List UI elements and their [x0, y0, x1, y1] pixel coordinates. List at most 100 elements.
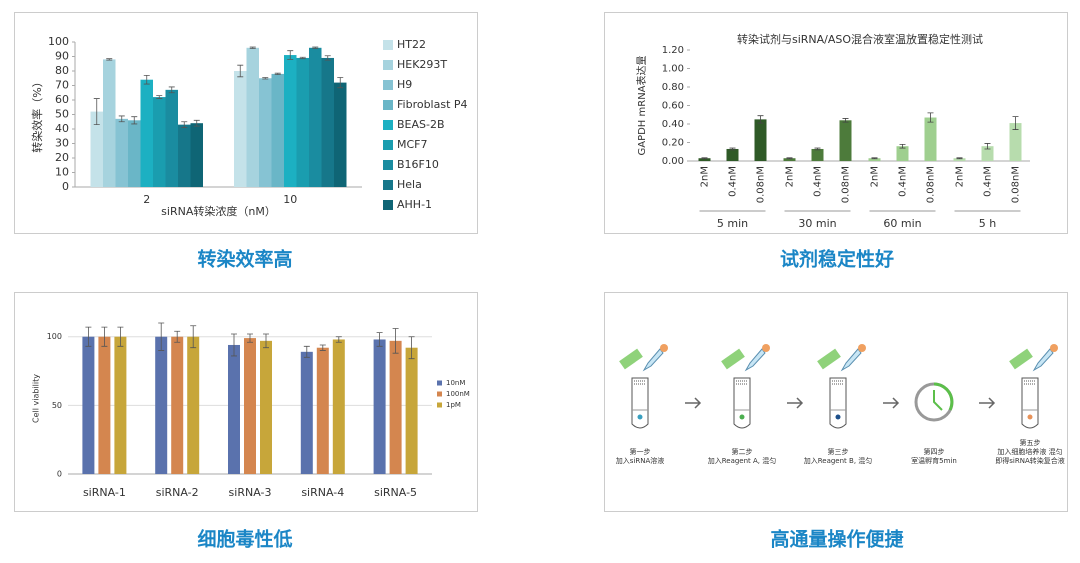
step-text: 第一步: [630, 447, 651, 456]
y-tick-label: 20: [55, 151, 69, 164]
y-tick-label: 1.00: [662, 64, 684, 75]
error-bar: [168, 86, 175, 94]
error-bar: [262, 77, 269, 80]
legend-swatch: [437, 380, 442, 386]
legend-swatch: [383, 100, 393, 110]
bar: [924, 117, 937, 161]
error-bar: [324, 55, 331, 61]
drop: [739, 414, 745, 420]
tube-scale: [832, 380, 844, 385]
y-tick-label: 0: [62, 180, 69, 193]
dropper: [1032, 348, 1054, 372]
bar: [698, 158, 711, 161]
bar: [90, 111, 103, 187]
y-tick-label: 1.20: [662, 45, 684, 56]
error-bar: [786, 157, 793, 160]
y-tick-label: 0.60: [662, 101, 684, 112]
bar: [309, 47, 322, 187]
error-bar: [319, 344, 326, 351]
legend-label: HEK293T: [397, 58, 447, 71]
error-bar: [249, 46, 256, 49]
legend-swatch: [383, 40, 393, 50]
bar: [178, 124, 191, 187]
x-tick-label: siRNA-5: [374, 486, 417, 499]
bar: [981, 146, 994, 161]
drop: [1027, 414, 1033, 420]
y-tick-label: 80: [55, 64, 69, 77]
bar: [300, 351, 313, 474]
bar: [228, 344, 240, 474]
legend-label: 100nM: [446, 390, 470, 398]
legend-label: HT22: [397, 38, 426, 51]
y-tick-label: 100: [48, 35, 69, 48]
bar: [190, 123, 203, 187]
x-tick-label: 2nM: [785, 166, 796, 187]
error-bar: [376, 332, 383, 347]
x-tick-label: 0.4nM: [728, 166, 739, 197]
bar: [187, 336, 200, 474]
bar: [783, 158, 796, 161]
bar: [115, 118, 128, 187]
error-bar: [263, 333, 269, 349]
arrow: [787, 397, 804, 409]
error-bar: [193, 119, 200, 127]
y-tick-label: 70: [55, 79, 69, 92]
step-text: 第四步: [924, 447, 945, 456]
bar: [332, 339, 345, 474]
error-bar: [335, 336, 342, 343]
legend-swatch: [383, 80, 393, 90]
dropper: [642, 348, 664, 372]
x-tick-label: 0.08nM: [841, 166, 852, 203]
dropper-bulb: [1050, 344, 1058, 352]
bar: [811, 148, 824, 161]
legend-label: BEAS-2B: [397, 118, 445, 131]
panel-frame: [604, 12, 1068, 234]
error-bar: [927, 112, 934, 123]
dropper: [840, 348, 862, 372]
drop: [637, 414, 643, 420]
bar: [321, 57, 334, 188]
error-bar: [143, 74, 150, 85]
error-bar: [312, 46, 319, 49]
legend-label: H9: [397, 78, 412, 91]
step-text: 即得siRNA转染复合液: [995, 456, 1064, 465]
error-bar: [118, 115, 125, 123]
dropper-bulb: [858, 344, 866, 352]
tube: [631, 377, 649, 429]
bar: [98, 336, 111, 474]
error-bar: [392, 328, 399, 354]
dropper-bulb: [762, 344, 770, 352]
y-tick-label: 0.00: [662, 156, 684, 167]
step-text: 加入细胞培养液 混匀: [997, 447, 1062, 456]
error-bar: [337, 77, 344, 89]
group-label: 60 min: [883, 217, 921, 230]
error-bar: [871, 157, 878, 160]
error-bar: [814, 147, 821, 151]
y-tick-label: 0.40: [662, 119, 684, 130]
y-tick-label: 40: [55, 122, 69, 135]
y-tick-label: 60: [55, 93, 69, 106]
x-tick-label: 0.4nM: [898, 166, 909, 197]
error-bar: [231, 333, 237, 357]
chart-title: 转染试剂与siRNA/ASO混合液室温放置稳定性测试: [737, 32, 983, 46]
bar: [155, 336, 168, 474]
bar: [405, 347, 418, 474]
bar: [171, 336, 184, 474]
arrow: [979, 397, 996, 409]
caption: 转染效率高: [197, 248, 292, 271]
bar: [82, 336, 95, 474]
y-tick-label: 30: [55, 137, 69, 150]
clock-hands: [933, 390, 943, 411]
bar: [1009, 123, 1022, 161]
x-tick-label: 0.08nM: [1011, 166, 1022, 203]
error-bar: [274, 72, 281, 76]
drop: [835, 414, 841, 420]
error-bar: [85, 326, 92, 347]
x-tick-label: siRNA-3: [229, 486, 272, 499]
legend-label: AHH-1: [397, 198, 432, 211]
error-bar: [190, 325, 197, 349]
step-text: 第三步: [828, 447, 849, 456]
legend-label: Hela: [397, 178, 422, 191]
group-label: 5 h: [979, 217, 996, 230]
legend-swatch: [383, 140, 393, 150]
